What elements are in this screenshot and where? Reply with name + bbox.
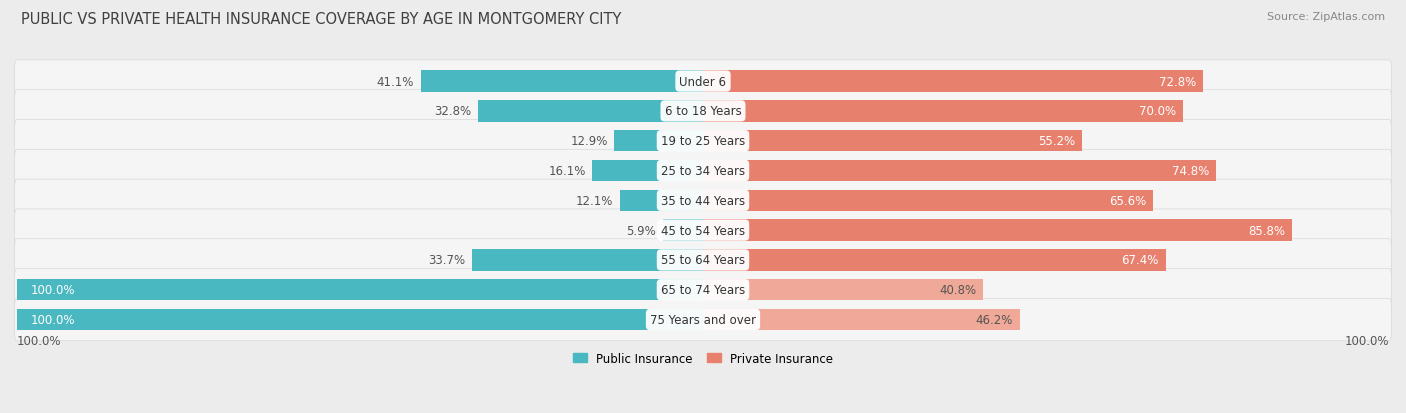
Text: 74.8%: 74.8% — [1173, 165, 1209, 178]
FancyBboxPatch shape — [14, 90, 1392, 133]
Text: Under 6: Under 6 — [679, 76, 727, 88]
Text: 35 to 44 Years: 35 to 44 Years — [661, 195, 745, 207]
Bar — [478, 101, 703, 122]
Text: 65 to 74 Years: 65 to 74 Years — [661, 284, 745, 297]
Bar — [420, 71, 703, 93]
Text: 100.0%: 100.0% — [31, 313, 75, 326]
Bar — [17, 279, 703, 301]
Bar — [614, 131, 703, 152]
Text: 65.6%: 65.6% — [1109, 195, 1146, 207]
FancyBboxPatch shape — [14, 120, 1392, 162]
Text: 70.0%: 70.0% — [1139, 105, 1177, 118]
Bar — [703, 220, 1292, 241]
Text: 67.4%: 67.4% — [1122, 254, 1159, 267]
Text: Source: ZipAtlas.com: Source: ZipAtlas.com — [1267, 12, 1385, 22]
Text: 100.0%: 100.0% — [17, 335, 60, 348]
Text: 100.0%: 100.0% — [31, 284, 75, 297]
Bar — [703, 71, 1202, 93]
Text: 33.7%: 33.7% — [427, 254, 465, 267]
Text: 55.2%: 55.2% — [1038, 135, 1076, 148]
Text: 55 to 64 Years: 55 to 64 Years — [661, 254, 745, 267]
Text: PUBLIC VS PRIVATE HEALTH INSURANCE COVERAGE BY AGE IN MONTGOMERY CITY: PUBLIC VS PRIVATE HEALTH INSURANCE COVER… — [21, 12, 621, 27]
Text: 5.9%: 5.9% — [626, 224, 655, 237]
Text: 32.8%: 32.8% — [434, 105, 471, 118]
Text: 46.2%: 46.2% — [976, 313, 1014, 326]
Bar — [662, 220, 703, 241]
FancyBboxPatch shape — [14, 180, 1392, 222]
Text: 19 to 25 Years: 19 to 25 Years — [661, 135, 745, 148]
Bar — [703, 309, 1021, 330]
FancyBboxPatch shape — [14, 61, 1392, 103]
Text: 16.1%: 16.1% — [548, 165, 586, 178]
FancyBboxPatch shape — [14, 239, 1392, 281]
Text: 12.9%: 12.9% — [571, 135, 607, 148]
Text: 6 to 18 Years: 6 to 18 Years — [665, 105, 741, 118]
Bar — [703, 160, 1216, 182]
Text: 12.1%: 12.1% — [575, 195, 613, 207]
Bar — [703, 190, 1153, 211]
Bar — [703, 249, 1166, 271]
Text: 45 to 54 Years: 45 to 54 Years — [661, 224, 745, 237]
Text: 75 Years and over: 75 Years and over — [650, 313, 756, 326]
Text: 85.8%: 85.8% — [1249, 224, 1285, 237]
Text: 25 to 34 Years: 25 to 34 Years — [661, 165, 745, 178]
FancyBboxPatch shape — [14, 299, 1392, 341]
Bar — [703, 131, 1081, 152]
Text: 41.1%: 41.1% — [377, 76, 413, 88]
FancyBboxPatch shape — [14, 150, 1392, 192]
Bar — [471, 249, 703, 271]
Bar — [620, 190, 703, 211]
FancyBboxPatch shape — [14, 269, 1392, 311]
Text: 72.8%: 72.8% — [1159, 76, 1197, 88]
Bar — [592, 160, 703, 182]
Legend: Public Insurance, Private Insurance: Public Insurance, Private Insurance — [569, 348, 837, 368]
Text: 100.0%: 100.0% — [1346, 335, 1389, 348]
Bar — [703, 279, 983, 301]
Bar — [17, 309, 703, 330]
FancyBboxPatch shape — [14, 209, 1392, 252]
Bar — [703, 101, 1184, 122]
Text: 40.8%: 40.8% — [939, 284, 976, 297]
